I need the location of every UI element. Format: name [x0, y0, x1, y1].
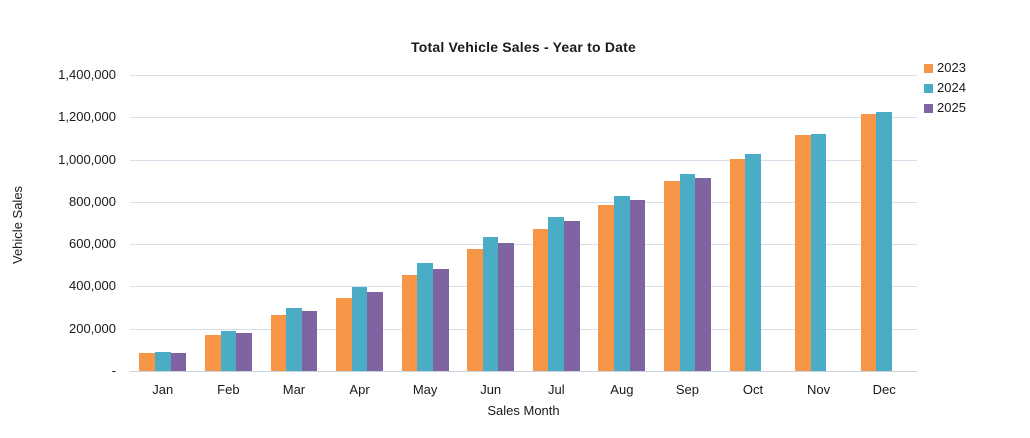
bar-group [851, 75, 917, 371]
gridline [130, 244, 917, 246]
bar-group [458, 75, 524, 371]
bar-2023 [336, 298, 352, 371]
bar-2023 [139, 353, 155, 371]
bar-2024 [745, 154, 761, 371]
bar-group [655, 75, 721, 371]
plot-area [130, 75, 917, 372]
bar-2023 [467, 248, 483, 371]
bar-2025 [236, 332, 252, 371]
gridline [130, 328, 917, 330]
bar-2024 [417, 263, 433, 371]
gridline [130, 75, 917, 76]
bar-group [130, 75, 196, 371]
x-tick-label: Mar [282, 382, 306, 397]
bar-2024 [482, 237, 499, 371]
y-tick-label: - [111, 363, 116, 378]
bar-group [589, 75, 655, 371]
chart-title: Total Vehicle Sales - Year to Date [411, 39, 636, 55]
x-tick-label: Sep [675, 382, 700, 397]
bar-group [720, 75, 786, 371]
bar-2025 [301, 311, 318, 371]
bar-group [786, 75, 852, 371]
x-tick-label: Dec [872, 382, 896, 397]
bar-2024 [614, 195, 630, 371]
legend-item-2023: 2023 [924, 61, 966, 75]
y-axis-title: Vehicle Sales [10, 185, 25, 265]
bar-2024 [351, 287, 368, 371]
x-tick-label: Jun [480, 382, 502, 397]
x-tick-label: Jan [152, 382, 174, 397]
bar-2025 [432, 268, 449, 371]
x-axis-title: Sales Month [487, 403, 560, 418]
gridline [130, 201, 917, 203]
y-tick-label: 1,200,000 [58, 109, 116, 125]
y-tick-label: 800,000 [69, 193, 116, 209]
bar-2025 [170, 352, 187, 371]
y-tick-label: 600,000 [69, 236, 116, 252]
gridline [130, 159, 917, 161]
bar-2023 [598, 204, 615, 371]
bar-group [392, 75, 458, 371]
legend: 2023 2024 2025 [924, 61, 966, 121]
bar-2023 [664, 180, 680, 371]
legend-item-2024: 2024 [924, 81, 966, 95]
legend-item-2025: 2025 [924, 101, 966, 115]
y-tick-label: 1,400,000 [58, 67, 116, 82]
bar-2025 [695, 177, 711, 371]
y-tick-label: 200,000 [69, 320, 116, 336]
x-tick-label: Jul [547, 382, 565, 397]
bar-2024 [876, 112, 892, 371]
bar-2023 [795, 135, 811, 371]
x-tick-label: Aug [610, 382, 634, 397]
legend-swatch-icon [924, 103, 933, 113]
bar-2024 [548, 216, 565, 371]
bar-group [524, 75, 590, 371]
bar-2024 [154, 351, 171, 371]
legend-swatch-icon [924, 63, 933, 73]
legend-label: 2023 [937, 60, 966, 75]
bar-group [327, 75, 393, 371]
bar-2024 [810, 133, 827, 371]
bar-2025 [629, 199, 646, 371]
x-tick-label: Nov [807, 382, 831, 397]
bar-2025 [564, 221, 580, 371]
bar-2025 [367, 291, 383, 371]
x-tick-label: May [412, 382, 438, 397]
gridline [130, 117, 917, 119]
bar-2023 [204, 335, 221, 371]
bar-2023 [532, 228, 549, 371]
bar-2023 [401, 274, 418, 371]
bar-group [196, 75, 262, 371]
bar-2025 [498, 242, 515, 371]
bar-2023 [270, 314, 287, 371]
legend-label: 2025 [937, 100, 966, 115]
bar-2023 [729, 158, 746, 371]
x-tick-label: Oct [742, 382, 764, 397]
bar-group [261, 75, 327, 371]
y-tick-label: 400,000 [69, 278, 116, 294]
bar-2024 [679, 174, 696, 371]
bar-2023 [860, 113, 877, 371]
gridline [130, 286, 917, 288]
y-tick-label: 1,000,000 [58, 151, 116, 167]
legend-label: 2024 [937, 80, 966, 95]
x-tick-label: Apr [349, 382, 370, 397]
bar-2024 [286, 308, 302, 371]
bar-2024 [220, 330, 237, 371]
x-tick-label: Feb [217, 382, 240, 397]
legend-swatch-icon [924, 83, 933, 93]
